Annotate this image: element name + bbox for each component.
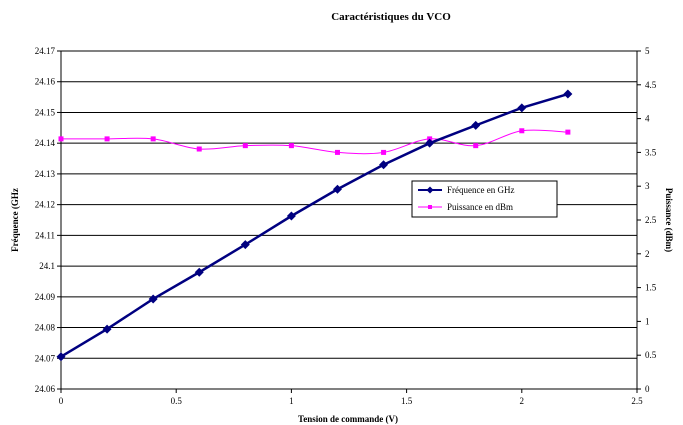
plot-area bbox=[60, 50, 638, 390]
left-axis-ticks: 24.06 24.07 24.08 24.09 24.1 24.11 24.12 24.13 2… bbox=[35, 46, 61, 394]
y-tick-label: 24.08 bbox=[35, 323, 56, 333]
legend-label-power: Puissance en dBm bbox=[447, 202, 513, 212]
data-point-power bbox=[288, 143, 294, 149]
data-point-frequency bbox=[194, 267, 204, 277]
y-tick-label: 24.1 bbox=[39, 261, 55, 271]
y-tick-label: 24.17 bbox=[35, 46, 56, 56]
y2-axis-title: Puissance (dBm) bbox=[664, 188, 674, 252]
legend-marker-frequency bbox=[426, 186, 434, 194]
y2-tick-label: 0 bbox=[645, 384, 650, 394]
y2-tick-label: 4 bbox=[645, 114, 650, 124]
data-point-frequency bbox=[563, 89, 573, 99]
chart-title: Caractéristiques du VCO bbox=[331, 11, 451, 23]
y2-tick-label: 4.5 bbox=[645, 80, 657, 90]
gridlines bbox=[61, 81, 637, 359]
y-tick-label: 24.13 bbox=[35, 169, 56, 179]
data-point-frequency bbox=[332, 184, 342, 194]
y2-tick-label: 2.5 bbox=[645, 215, 657, 225]
y-tick-label: 24.16 bbox=[35, 77, 56, 87]
y2-tick-label: 3.5 bbox=[645, 147, 657, 157]
y2-tick-label: 1 bbox=[645, 316, 650, 326]
data-point-frequency bbox=[286, 211, 296, 221]
series-layer bbox=[56, 89, 573, 362]
series-line-power bbox=[60, 129, 568, 155]
y-tick-label: 24.06 bbox=[35, 384, 56, 394]
data-point-power bbox=[565, 129, 571, 135]
x-tick-label: 0 bbox=[59, 396, 64, 406]
x-tick-label: 2 bbox=[520, 396, 525, 406]
y-tick-label: 24.15 bbox=[35, 107, 56, 117]
x-axis-ticks: 0 0.5 1 1.5 2 2.5 bbox=[59, 389, 643, 406]
legend-marker-power bbox=[428, 205, 432, 209]
data-point-frequency bbox=[425, 138, 435, 148]
y-tick-label: 24.09 bbox=[35, 292, 56, 302]
data-point-power bbox=[473, 143, 479, 149]
x-tick-label: 1 bbox=[289, 396, 294, 406]
data-point-frequency bbox=[102, 324, 112, 334]
data-point-power bbox=[104, 136, 110, 142]
x-tick-label: 1.5 bbox=[401, 396, 413, 406]
y2-tick-label: 2 bbox=[645, 249, 650, 259]
data-point-frequency bbox=[379, 160, 389, 170]
data-point-power bbox=[242, 143, 248, 149]
y-tick-label: 24.07 bbox=[35, 353, 56, 363]
y2-tick-label: 1.5 bbox=[645, 283, 657, 293]
data-point-frequency bbox=[240, 240, 250, 250]
data-point-power bbox=[150, 136, 156, 142]
y2-tick-label: 5 bbox=[645, 46, 650, 56]
right-axis-ticks: 0 0.5 1 1.5 2 2.5 3 3.5 4 4.5 5 bbox=[637, 46, 657, 394]
series-line-frequency bbox=[60, 92, 569, 358]
data-point-frequency bbox=[517, 103, 527, 113]
data-point-power bbox=[334, 149, 340, 155]
y2-tick-label: 3 bbox=[645, 181, 650, 191]
y2-tick-label: 0.5 bbox=[645, 350, 657, 360]
legend-label-frequency: Fréquence en GHz bbox=[447, 185, 514, 195]
data-point-power bbox=[196, 146, 202, 152]
x-axis-title: Tension de commande (V) bbox=[298, 414, 398, 424]
y-axis-title: Fréquence (GHz bbox=[10, 188, 20, 252]
y-tick-label: 24.14 bbox=[35, 138, 56, 148]
x-tick-label: 2.5 bbox=[631, 396, 643, 406]
data-point-frequency bbox=[56, 352, 66, 362]
y-tick-label: 24.11 bbox=[35, 230, 55, 240]
y-tick-label: 24.12 bbox=[35, 200, 55, 210]
x-tick-label: 0.5 bbox=[171, 396, 183, 406]
legend: Fréquence en GHz Puissance en dBm bbox=[411, 180, 558, 218]
data-point-power bbox=[519, 128, 525, 134]
legend-box bbox=[411, 180, 558, 218]
data-point-frequency bbox=[148, 294, 158, 304]
data-point-power bbox=[381, 149, 387, 155]
data-point-power bbox=[58, 136, 64, 142]
data-point-frequency bbox=[471, 120, 481, 130]
